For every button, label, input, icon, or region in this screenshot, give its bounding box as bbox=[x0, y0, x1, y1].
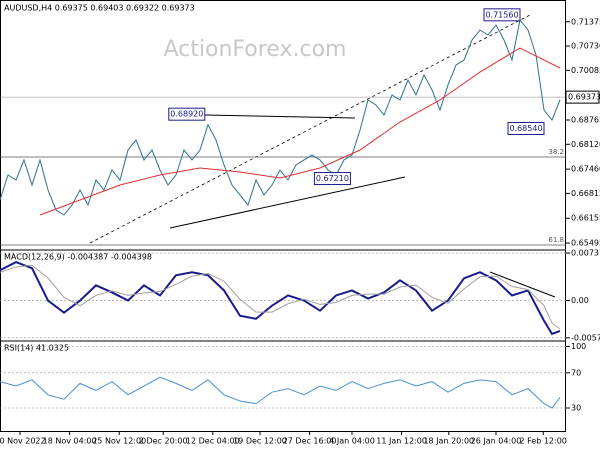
x-tick-label: 18 Jan 20:00 bbox=[423, 437, 474, 446]
y-tick-label: 0.70085 bbox=[571, 66, 600, 75]
x-tick-label: 12 Dec 04:00 bbox=[186, 437, 240, 446]
watermark: ActionForex.com bbox=[164, 37, 347, 62]
current-price-box bbox=[565, 90, 600, 104]
annotation-box bbox=[313, 172, 351, 186]
series-line bbox=[0, 264, 561, 330]
annotation-box bbox=[483, 8, 521, 22]
annotation-label: 0.71560 bbox=[485, 10, 518, 19]
x-tick-label: 19 Dec 12:00 bbox=[233, 437, 287, 446]
annotation-label: 0.67210 bbox=[316, 174, 349, 183]
level-label: 61.8 bbox=[548, 236, 564, 244]
x-tick-label: 26 Jan 04:00 bbox=[471, 437, 522, 446]
y-tick-label: 0.71375 bbox=[571, 17, 600, 26]
y-tick-label: 100 bbox=[571, 342, 586, 351]
y-tick-label: -0.005783 bbox=[571, 333, 600, 342]
level-label: 38.2 bbox=[548, 148, 564, 156]
x-tick-label: 27 Dec 16:00 bbox=[283, 437, 337, 446]
frame bbox=[0, 0, 566, 432]
y-tick-label: 0.66155 bbox=[571, 214, 600, 223]
series-line bbox=[0, 18, 561, 216]
annotation-box bbox=[507, 121, 545, 135]
chart-title: RSI(14) 41.0325 bbox=[4, 344, 69, 353]
y-tick-label: 0.68765 bbox=[571, 116, 600, 125]
current-price-label: 0.69373 bbox=[568, 93, 600, 102]
annotation-label: 0.68540 bbox=[509, 124, 542, 133]
y-tick-label: 0.00 bbox=[571, 296, 589, 305]
x-tick-label: 2 Feb 12:00 bbox=[519, 437, 566, 446]
trendline bbox=[89, 14, 531, 244]
y-tick-label: 30 bbox=[571, 404, 581, 413]
series-line bbox=[0, 261, 561, 336]
y-tick-label: 70 bbox=[571, 368, 581, 377]
x-tick-label: 25 Nov 12:00 bbox=[92, 437, 146, 446]
y-tick-label: 0.66815 bbox=[571, 189, 600, 198]
series-line bbox=[0, 376, 561, 409]
y-tick-label: 0.007376 bbox=[571, 249, 600, 258]
annotation-label: 0.68920 bbox=[170, 110, 203, 119]
x-tick-label: 18 Nov 04:00 bbox=[43, 437, 97, 446]
series-line bbox=[39, 47, 561, 216]
trendline bbox=[204, 114, 356, 119]
annotation-box bbox=[168, 107, 206, 121]
x-tick-label: 10 Nov 2022 bbox=[0, 437, 46, 446]
y-tick-label: 0.65495 bbox=[571, 239, 600, 248]
trendline bbox=[489, 271, 556, 298]
x-tick-label: 4 Jan 04:00 bbox=[329, 437, 375, 446]
trendline bbox=[169, 176, 406, 229]
x-tick-label: 11 Jan 12:00 bbox=[376, 437, 427, 446]
x-tick-label: 2 Dec 20:00 bbox=[139, 437, 188, 446]
chart-title: MACD(12,26,9) -0.004387 -0.004398 bbox=[4, 253, 152, 262]
chart-title: AUDUSD,H4 0.69375 0.69403 0.69322 0.6937… bbox=[4, 4, 195, 13]
